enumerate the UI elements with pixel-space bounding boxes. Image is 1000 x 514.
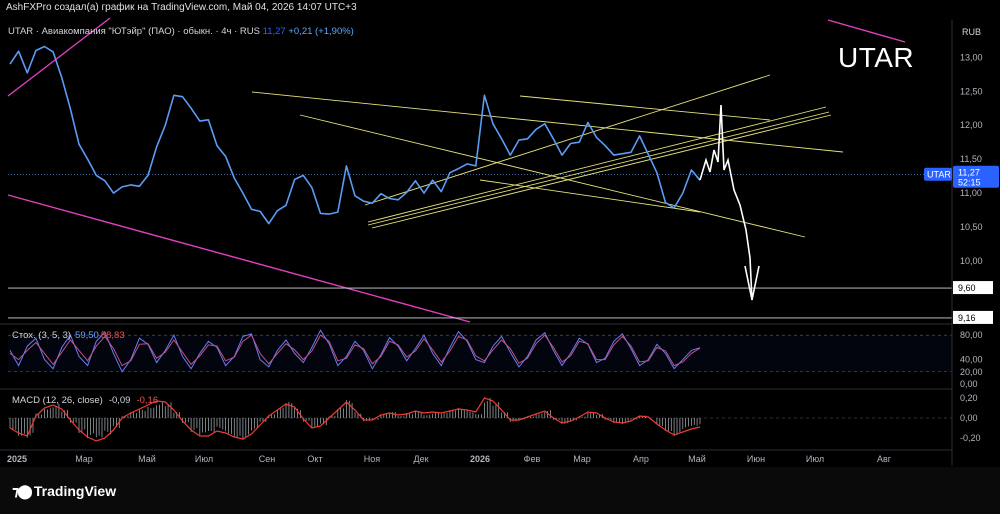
level-tag-label-1: 9,16 xyxy=(958,313,976,323)
price-tick-label: 12,50 xyxy=(960,86,983,96)
x-tick-label: Фев xyxy=(524,454,541,464)
legend-last: 11,27 xyxy=(262,26,286,37)
macd-tick-label: 0,20 xyxy=(960,393,978,403)
stoch-k-value: 59,50 xyxy=(75,330,99,341)
macd-signal-value: -0,16 xyxy=(136,395,159,406)
price-tick-label: 12,00 xyxy=(960,120,983,130)
legend-change: +0,21 (+1,90%) xyxy=(288,26,354,37)
macd-tick-label: 0,00 xyxy=(960,413,978,423)
trend-channel-line-7 xyxy=(479,179,701,213)
x-tick-label: Июл xyxy=(195,454,213,464)
chart-canvas[interactable]: RUB 13,00 12,50 12,00 11,50 11,00 10,50 10,00 9,… xyxy=(0,0,1000,467)
author-line: AshFXPro создал(а) график на TradingView… xyxy=(6,2,357,13)
x-tick-label: Авг xyxy=(877,454,892,464)
brand-name: TradingView xyxy=(33,483,117,499)
symbol-tag-label: UTAR xyxy=(927,170,951,180)
x-tick-label: Мар xyxy=(75,454,93,464)
forecast-arrowhead-icon xyxy=(744,265,760,301)
x-tick-label: Окт xyxy=(307,454,322,464)
trend-channel-line-0 xyxy=(251,91,844,153)
x-tick-label: Апр xyxy=(633,454,649,464)
price-tick-label: 11,50 xyxy=(960,154,982,164)
last-price-tag xyxy=(953,165,999,188)
x-tick-label: Июл xyxy=(806,454,824,464)
stoch-tick-label: 20,00 xyxy=(960,367,983,377)
level-tag-label-0: 9,60 xyxy=(958,283,976,293)
price-series-line xyxy=(9,45,701,225)
x-tick-label: Дек xyxy=(413,454,428,464)
macd-value: -0,09 xyxy=(108,395,131,406)
macd-legend[interactable]: MACD (12, 26, close) -0,09 -0,16 xyxy=(12,395,158,406)
magenta-trendline-right xyxy=(827,19,906,43)
level-tag-1 xyxy=(953,310,993,324)
trend-channel-line-3 xyxy=(367,106,827,223)
x-tick-label: Сен xyxy=(259,454,276,464)
stoch-legend[interactable]: Стох. (3, 5, 3) 59,50 58,83 xyxy=(12,330,125,341)
tradingview-logo[interactable]: ⁊⬤ TradingView xyxy=(12,483,116,500)
ticker-watermark: UTAR xyxy=(838,42,915,73)
macd-tick-label: -0,20 xyxy=(960,433,981,443)
x-tick-label: Июн xyxy=(747,454,765,464)
stoch-d-value: 58,83 xyxy=(100,330,125,341)
x-tick-label: 2025 xyxy=(7,454,27,464)
last-price-value: 11,27 xyxy=(958,168,980,178)
trend-channel-line-5 xyxy=(371,114,832,229)
x-tick-label: Ноя xyxy=(364,454,381,464)
x-tick-label: Мар xyxy=(573,454,591,464)
legend-symbol: UTAR · Авиакомпания "ЮТэйр" (ПАО) · обык… xyxy=(8,26,260,37)
level-tag-0 xyxy=(953,281,993,295)
footer: ⁊⬤ TradingView xyxy=(0,467,1000,514)
macd-pane xyxy=(8,397,952,442)
x-tick-label: Май xyxy=(688,454,706,464)
macd-name: MACD (12, 26, close) xyxy=(12,395,103,406)
tradingview-logo-icon: ⁊⬤ xyxy=(12,483,33,499)
symbol-tag xyxy=(924,167,952,181)
price-tick-label: 10,50 xyxy=(960,222,983,232)
x-tick-label: Май xyxy=(138,454,156,464)
price-pane xyxy=(7,17,952,323)
price-tick-label: 11,00 xyxy=(960,188,982,198)
trend-channel-line-6 xyxy=(519,95,771,121)
stoch-line-d xyxy=(9,334,701,367)
price-tick-label: 13,00 xyxy=(960,52,983,62)
stoch-tick-label: 80,00 xyxy=(960,330,983,340)
stoch-pane xyxy=(8,329,952,373)
x-tick-label: 2026 xyxy=(470,454,490,464)
macd-line xyxy=(9,397,701,442)
trend-channel-line-4 xyxy=(367,111,830,226)
forecast-arrow-path xyxy=(699,104,753,301)
stoch-band-fill xyxy=(8,335,952,372)
symbol-legend[interactable]: UTAR · Авиакомпания "ЮТэйр" (ПАО) · обык… xyxy=(8,26,354,37)
stoch-tick-label: 40,00 xyxy=(960,355,983,365)
currency-label: RUB xyxy=(962,27,981,37)
stoch-tick-label: 0,00 xyxy=(960,379,978,389)
magenta-trendline-top xyxy=(7,17,111,97)
stoch-name: Стох. (3, 5, 3) xyxy=(12,330,72,341)
trend-channel-line-2 xyxy=(364,74,771,206)
stoch-line-k xyxy=(9,329,701,373)
last-price-countdown: 52:15 xyxy=(958,178,981,188)
price-tick-label: 10,00 xyxy=(960,256,983,266)
axes: RUB 13,00 12,50 12,00 11,50 11,00 10,50 10,00 9,… xyxy=(0,20,999,466)
magenta-trendline-bottom xyxy=(7,194,471,323)
